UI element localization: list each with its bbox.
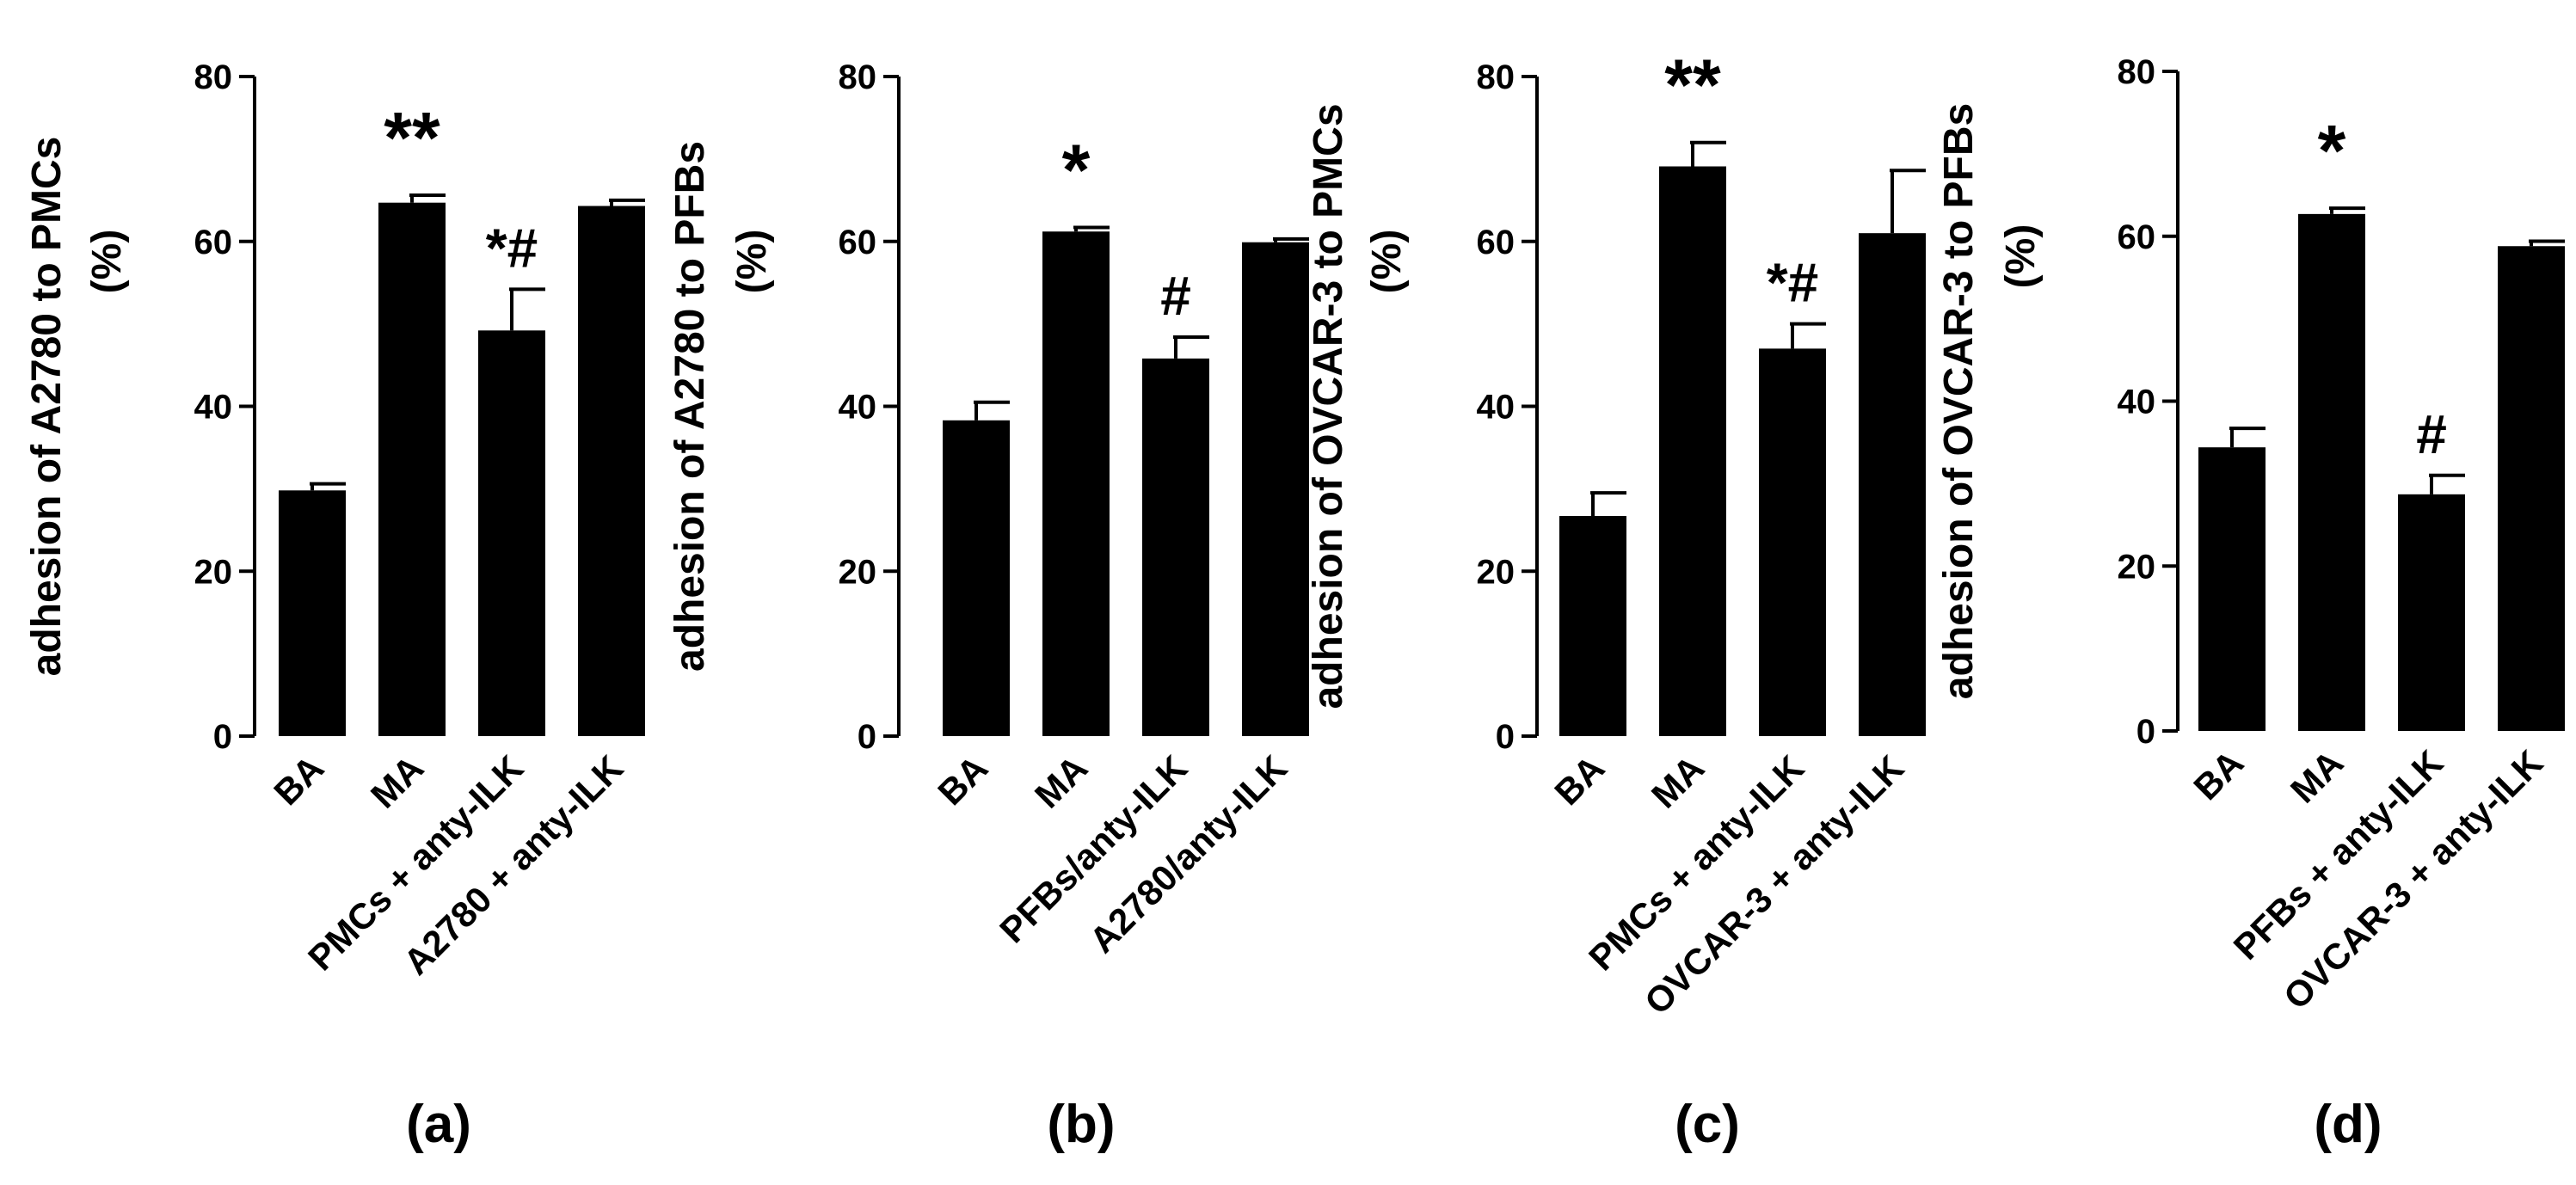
y-tick-label: 0: [2136, 713, 2155, 751]
x-category-label: BA: [2186, 742, 2251, 807]
bar: [1242, 242, 1309, 736]
bar: [2198, 447, 2266, 731]
x-category-label: MA: [1027, 747, 1095, 815]
panel-label: (d): [2314, 1095, 2382, 1154]
chart-panel-a: 0 20 40 60 80 adhesion of A2780 to PMCs (%) BA *…: [24, 58, 645, 1154]
significance-marker: *: [2318, 110, 2346, 191]
y-tick-label: 60: [839, 224, 877, 261]
y-axis-label: adhesion of A2780 to PFBs: [667, 141, 713, 672]
y-tick-label: 20: [194, 553, 233, 591]
panel-label: (c): [1675, 1095, 1740, 1154]
bar: [2498, 246, 2565, 731]
y-axis-unit-label: (%): [1998, 224, 2044, 289]
chart-panel-c: 0 20 40 60 80 adhesion of OVCAR-3 to PMCs (%) B…: [1306, 45, 1926, 1154]
y-axis-label: adhesion of A2780 to PMCs: [24, 137, 70, 677]
y-axis-unit-label: (%): [84, 230, 130, 294]
bar: [1759, 348, 1826, 736]
y-tick-label: 0: [213, 718, 232, 756]
bar: [2398, 494, 2465, 731]
y-tick-label: 20: [1477, 553, 1515, 591]
significance-marker: **: [384, 97, 440, 178]
bar: [1142, 358, 1209, 736]
significance-marker: #: [1160, 265, 1191, 327]
x-category-label: BA: [266, 747, 331, 813]
y-tick-label: 80: [1477, 58, 1515, 96]
chart-panel-d: 0 20 40 60 80 adhesion of OVCAR-3 to PFBs (%) B…: [1936, 53, 2565, 1154]
panel-label: (a): [406, 1095, 471, 1154]
chart-panel-b: 0 20 40 60 80 adhesion of A2780 to PFBs (%) BA *…: [667, 58, 1309, 1154]
y-axis-label: adhesion of OVCAR-3 to PMCs: [1306, 103, 1351, 709]
y-axis-label: adhesion of OVCAR-3 to PFBs: [1936, 103, 1982, 699]
bar: [578, 206, 645, 736]
bar: [943, 420, 1010, 736]
y-tick-label: 0: [858, 718, 876, 756]
y-axis-unit-label: (%): [1364, 230, 1410, 294]
x-category-label: BA: [1546, 747, 1612, 813]
y-tick-label: 80: [2118, 53, 2156, 91]
bar: [1559, 516, 1626, 736]
y-tick-label: 40: [839, 389, 877, 427]
bar: [279, 490, 346, 736]
y-tick-label: 60: [1477, 224, 1515, 261]
bar: [1042, 231, 1110, 736]
x-category-label: BA: [930, 747, 995, 813]
significance-marker: *: [1062, 129, 1091, 210]
significance-marker: *#: [486, 217, 538, 279]
y-axis-unit-label: (%): [729, 230, 775, 294]
x-category-label: MA: [1644, 747, 1712, 815]
y-tick-label: 0: [1496, 718, 1515, 756]
y-tick-label: 20: [839, 553, 877, 591]
bar: [2298, 213, 2365, 731]
y-tick-label: 40: [2118, 384, 2156, 421]
y-tick-label: 80: [194, 58, 233, 96]
y-tick-label: 80: [839, 58, 877, 96]
y-tick-label: 20: [2118, 548, 2156, 586]
y-tick-label: 40: [194, 389, 233, 427]
y-tick-label: 60: [194, 224, 233, 261]
y-tick-label: 40: [1477, 389, 1515, 427]
bar: [378, 202, 446, 737]
panel-label: (b): [1047, 1095, 1115, 1154]
bar: [1859, 233, 1926, 737]
y-tick-label: 60: [2118, 218, 2156, 256]
significance-marker: *#: [1767, 252, 1819, 314]
x-category-label: MA: [2283, 742, 2351, 810]
significance-marker: **: [1664, 45, 1721, 126]
bar: [1659, 166, 1726, 736]
significance-marker: #: [2416, 403, 2447, 465]
x-category-label: MA: [363, 747, 431, 815]
bar: [478, 330, 545, 736]
